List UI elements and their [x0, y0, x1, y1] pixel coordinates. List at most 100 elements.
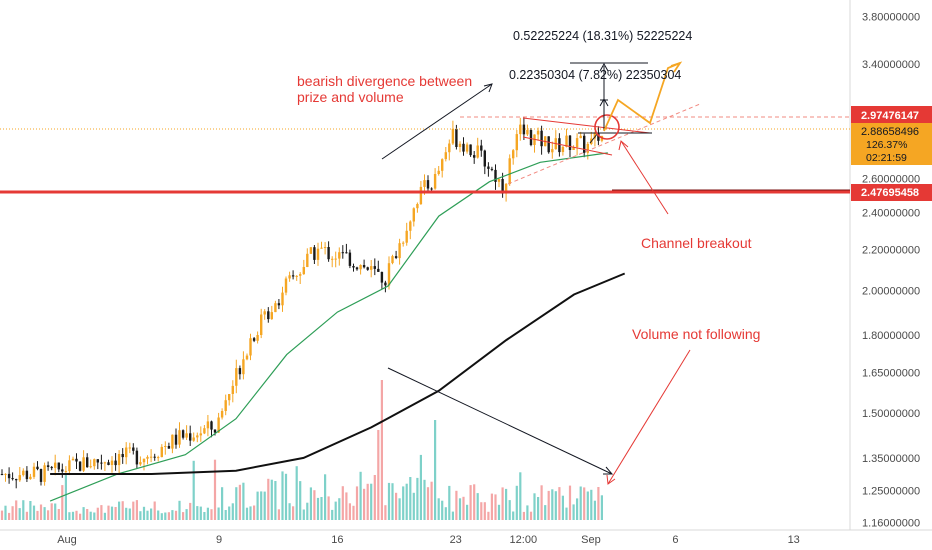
volume-bar	[277, 509, 280, 520]
volume-bar	[537, 497, 540, 520]
resistance-price-tag: 2.97476147	[851, 106, 932, 124]
candle-up	[476, 145, 479, 158]
price-tick-label: 1.25000000	[862, 486, 920, 498]
volume-bar	[600, 495, 603, 520]
measure-lower-label: 0.22350304 (7.82%) 22350304	[509, 68, 681, 82]
volume-bar	[43, 507, 46, 520]
candle-up	[575, 138, 579, 147]
volume-label: Volume not following	[632, 326, 760, 342]
volume-bar	[125, 507, 128, 520]
volume-bar	[274, 481, 277, 520]
candle-down	[341, 252, 344, 254]
candle-up	[29, 476, 32, 480]
candle-down	[210, 421, 213, 430]
candle-up	[497, 179, 501, 182]
volume-bar	[519, 472, 522, 520]
candle-up	[512, 150, 515, 159]
volume-bar	[260, 491, 263, 520]
volume-bar	[295, 466, 298, 520]
volume-bar	[345, 492, 348, 520]
volume-bar	[494, 494, 497, 520]
price-tick-label: 2.60000000	[862, 173, 920, 185]
volume-bar	[224, 510, 227, 520]
measure-upper-label: 0.52225224 (18.31%) 52225224	[513, 29, 692, 43]
volume-bar	[320, 497, 323, 520]
candle-up	[465, 144, 469, 152]
candle-up	[220, 411, 224, 418]
candle-up	[171, 434, 174, 449]
candle-up	[117, 454, 121, 466]
candle-down	[36, 466, 39, 470]
divergence-label-line1: bearish divergence between	[297, 73, 472, 89]
volume-bar	[448, 485, 451, 520]
volume-bar	[324, 474, 327, 520]
candle-up	[299, 274, 302, 276]
time-tick-label: 9	[216, 534, 222, 546]
volume-bar	[100, 505, 103, 520]
candle-up	[398, 243, 401, 259]
volume-bar	[174, 510, 178, 520]
volume-bar	[150, 508, 153, 520]
candle-down	[487, 166, 490, 169]
volume-bar	[142, 506, 146, 520]
candle-up	[433, 174, 437, 189]
candle-down	[384, 282, 387, 286]
candle-up	[256, 335, 259, 341]
volume-bar	[363, 488, 366, 520]
volume-bar	[554, 491, 557, 520]
candle-down	[39, 469, 43, 482]
volume-bar	[579, 486, 582, 520]
volume-bar	[522, 511, 525, 520]
volume-bar	[572, 504, 575, 520]
ma-long-line	[50, 272, 626, 475]
candle-down	[7, 473, 11, 479]
measure-tool	[570, 62, 648, 131]
candle-up	[444, 152, 447, 160]
volume-bar	[284, 473, 288, 520]
candle-up	[217, 417, 220, 433]
candle-down	[121, 454, 124, 458]
candle-up	[235, 368, 238, 386]
candle-up	[270, 312, 273, 320]
candle-down	[114, 460, 117, 466]
candle-down	[96, 459, 99, 463]
volume-bar	[93, 512, 96, 520]
candle-up	[82, 457, 85, 471]
candle-up	[68, 460, 71, 472]
volume-bar	[302, 509, 305, 520]
volume-bar	[313, 490, 316, 520]
channel-drawing	[507, 103, 701, 185]
candle-down	[366, 267, 369, 270]
volume-bar	[597, 487, 600, 520]
volume-bar	[167, 512, 170, 520]
candle-down	[490, 168, 494, 170]
candle-down	[345, 252, 348, 254]
candle-up	[387, 263, 391, 286]
candle-up	[441, 159, 444, 171]
volume-bar	[189, 502, 192, 520]
divergence-label-line2: prize and volume	[297, 89, 404, 105]
candle-up	[224, 400, 227, 411]
volume-bar	[352, 505, 355, 520]
candle-down	[135, 450, 139, 465]
candle-down	[480, 145, 483, 151]
volume-bar	[281, 471, 284, 520]
candle-up	[245, 355, 249, 360]
candle-up	[274, 303, 277, 313]
candle-down	[78, 461, 82, 471]
volume-bar	[139, 511, 142, 520]
candle-down	[267, 311, 270, 320]
volume-bar	[593, 500, 596, 520]
volume-bar	[107, 505, 110, 520]
volume-bar	[469, 485, 472, 520]
candle-up	[309, 247, 313, 254]
volume-bar	[157, 510, 160, 520]
volume-bar	[370, 483, 373, 520]
ma-short-line	[49, 152, 608, 502]
time-tick-label: 16	[331, 534, 343, 546]
volume-bar	[316, 497, 320, 520]
volume-bar	[558, 487, 561, 520]
candle-up	[157, 457, 160, 459]
candle-up	[306, 253, 309, 267]
